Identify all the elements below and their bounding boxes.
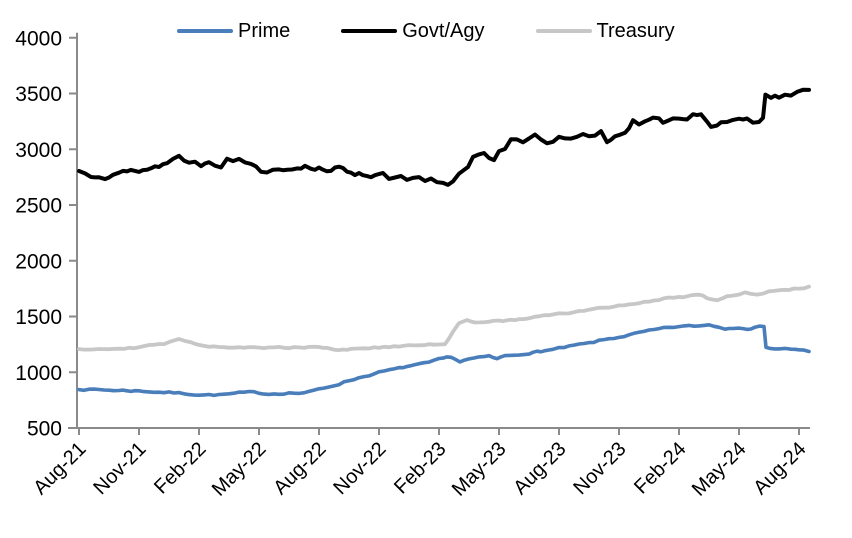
legend-item-prime: Prime	[177, 21, 290, 41]
legend-label-prime: Prime	[238, 20, 291, 42]
x-axis-label: Feb-24	[630, 438, 690, 498]
y-axis-label: 2000	[15, 250, 62, 273]
x-axis-label: May-24	[688, 438, 751, 501]
x-axis-label: May-23	[448, 438, 511, 501]
y-axis-label: 3500	[15, 83, 62, 106]
chart-legend: Prime Govt/Agy Treasury	[177, 21, 675, 41]
x-axis-label: Feb-23	[390, 438, 450, 498]
y-axis-label: 2500	[15, 195, 62, 218]
x-axis-label: Aug-23	[509, 438, 570, 499]
legend-swatch-govt-agy	[341, 28, 398, 34]
series-line-treasury	[77, 284, 811, 353]
legend-item-treasury: Treasury	[535, 20, 675, 42]
y-axis-label: 1500	[15, 306, 62, 329]
y-axis-label: 500	[27, 418, 62, 441]
x-axis-label: May-22	[208, 438, 271, 501]
x-axis-label: Nov-22	[329, 438, 390, 499]
legend-item-govt-agy: Govt/Agy	[341, 20, 485, 42]
x-axis-label: Nov-21	[89, 438, 150, 499]
legend-swatch-prime	[177, 28, 233, 34]
legend-label-govt-agy: Govt/Agy	[402, 20, 485, 42]
legend-swatch-treasury	[535, 28, 592, 34]
x-axis-label: Feb-22	[150, 438, 210, 498]
series-line-prime	[77, 322, 811, 398]
series-line-govt-agy	[77, 87, 811, 187]
y-axis-label: 1000	[15, 362, 62, 385]
y-axis-label: 4000	[15, 27, 62, 50]
x-axis-label: Aug-24	[749, 438, 810, 499]
legend-label-treasury: Treasury	[596, 20, 675, 42]
x-axis-label: Nov-23	[569, 438, 630, 499]
x-axis-label: Aug-21	[29, 438, 90, 499]
x-axis-label: Aug-22	[269, 438, 330, 499]
y-axis-label: 3000	[15, 139, 62, 162]
